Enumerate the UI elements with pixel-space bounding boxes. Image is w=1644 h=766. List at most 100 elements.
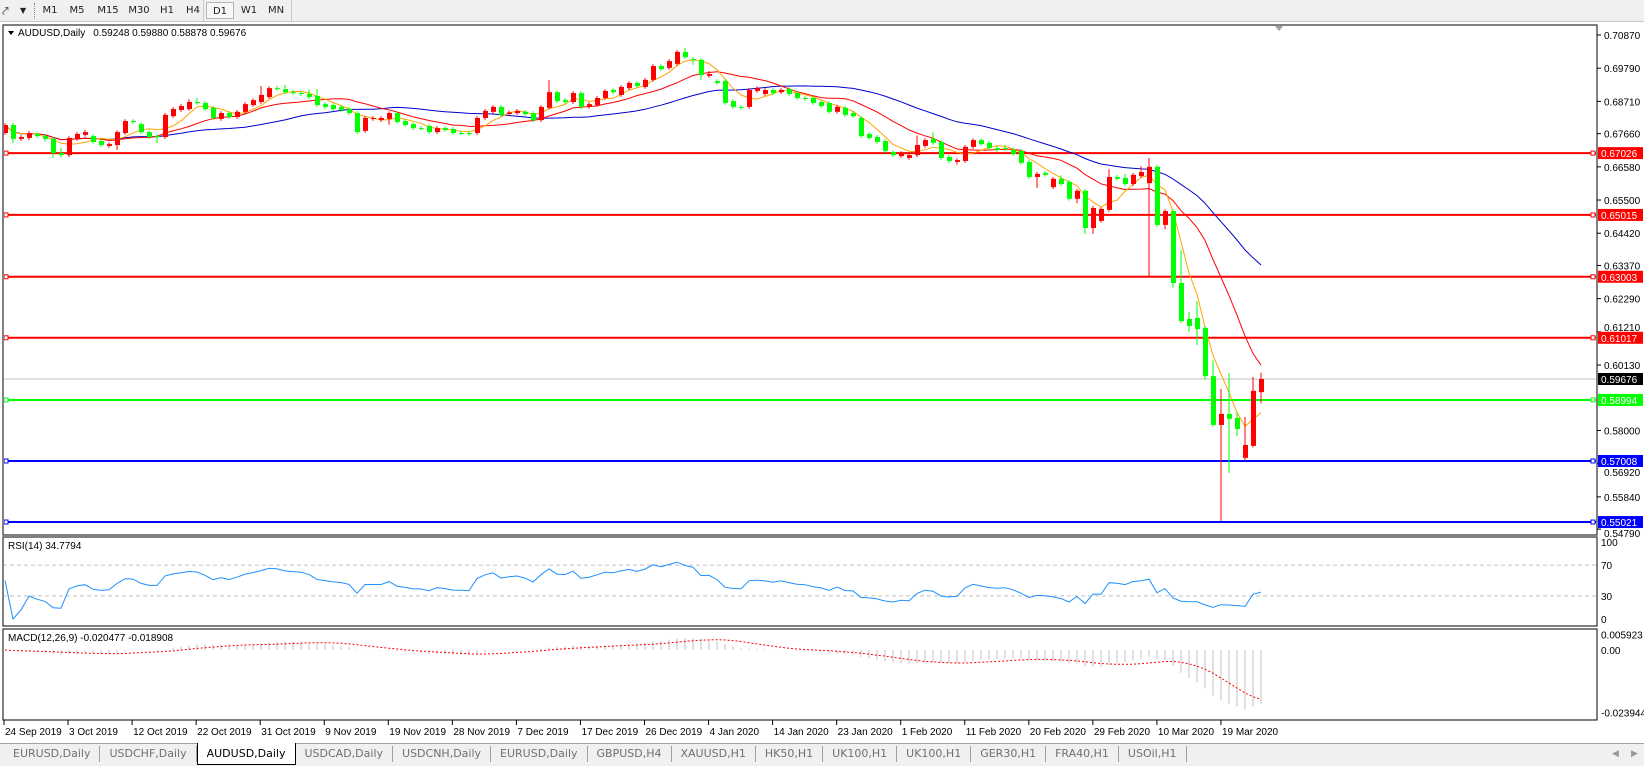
candle[interactable] [651, 64, 656, 82]
toolbar-grip[interactable] [34, 3, 37, 19]
candle[interactable] [451, 127, 456, 135]
chart-tab[interactable]: EURUSD,Daily [4, 746, 101, 762]
chart-menu-arrow-icon[interactable] [8, 31, 14, 35]
candle[interactable] [307, 89, 312, 99]
candle[interactable] [723, 79, 728, 105]
candle[interactable] [291, 90, 296, 95]
candle[interactable] [763, 88, 768, 96]
candle[interactable] [579, 91, 584, 109]
level-handle[interactable] [4, 150, 9, 156]
chart-tab[interactable]: UK100,H1 [823, 746, 898, 762]
candle[interactable] [1179, 250, 1184, 323]
timeframe-m30[interactable]: M30 [128, 5, 150, 16]
candle[interactable] [299, 91, 304, 96]
candle[interactable] [691, 57, 696, 65]
candle[interactable] [115, 130, 120, 150]
chart-tab[interactable]: USDCHF,Daily [100, 746, 197, 762]
candle[interactable] [571, 91, 576, 104]
level-handle[interactable] [4, 212, 9, 218]
candle[interactable] [1075, 188, 1080, 204]
chart-tab[interactable]: USDCAD,Daily [296, 746, 394, 762]
candle[interactable] [1139, 166, 1144, 178]
chart-tab[interactable]: HK50,H1 [756, 746, 824, 762]
candle[interactable] [171, 107, 176, 118]
candle[interactable] [899, 151, 904, 158]
candle[interactable] [603, 89, 608, 100]
candle[interactable] [267, 86, 272, 99]
candle[interactable] [235, 109, 240, 119]
candle[interactable] [1043, 171, 1048, 177]
candle[interactable] [363, 116, 368, 133]
candle[interactable] [179, 104, 184, 112]
candle[interactable] [475, 116, 480, 135]
line-tools-icon[interactable]: ⤤ [2, 4, 9, 18]
candle[interactable] [643, 78, 648, 89]
level-handle[interactable] [1590, 397, 1596, 403]
candle[interactable] [131, 119, 136, 124]
candle[interactable] [147, 130, 152, 139]
candle[interactable] [939, 140, 944, 160]
candle[interactable] [387, 111, 392, 125]
candle[interactable] [1123, 173, 1128, 186]
candle[interactable] [507, 110, 512, 116]
candle[interactable] [419, 126, 424, 131]
candle[interactable] [187, 99, 192, 111]
timeframe-m15[interactable]: M15 [97, 5, 119, 16]
candle[interactable] [619, 85, 624, 97]
chart-tab[interactable]: UK100,H1 [897, 746, 972, 762]
candle[interactable] [83, 129, 88, 137]
candle[interactable] [1147, 157, 1152, 277]
chart-tab[interactable]: GER30,H1 [971, 746, 1047, 762]
level-handle[interactable] [4, 458, 9, 464]
chart-tab[interactable]: EURUSD,Daily [491, 746, 588, 762]
candle[interactable] [379, 116, 384, 122]
candle[interactable] [1227, 373, 1232, 473]
timeframe-m1[interactable]: M1 [42, 5, 58, 16]
candle[interactable] [1027, 160, 1032, 179]
candle[interactable] [675, 50, 680, 66]
candle[interactable] [555, 90, 560, 103]
chart-tab[interactable]: GBPUSD,H4 [588, 746, 672, 762]
candle[interactable] [371, 116, 376, 121]
candle[interactable] [715, 79, 720, 85]
candle[interactable] [3, 123, 8, 135]
candle[interactable] [611, 88, 616, 95]
chart-tab[interactable]: XAUUSD,H1 [672, 746, 756, 762]
timeframe-h1[interactable]: H1 [160, 5, 174, 16]
candle[interactable] [27, 130, 32, 141]
timeframe-d1[interactable]: D1 [206, 2, 234, 19]
level-handle[interactable] [4, 519, 9, 525]
chart-tab[interactable]: FRA40,H1 [1046, 746, 1119, 762]
candle[interactable] [99, 139, 104, 147]
candle[interactable] [955, 158, 960, 165]
candle[interactable] [787, 87, 792, 96]
candle[interactable] [283, 84, 288, 95]
timeframe-h4[interactable]: H4 [186, 5, 200, 16]
candle[interactable] [315, 89, 320, 107]
candle[interactable] [1003, 144, 1008, 151]
candle[interactable] [155, 134, 160, 144]
candle[interactable] [947, 155, 952, 163]
candle[interactable] [515, 109, 520, 115]
candle[interactable] [1251, 377, 1256, 448]
level-handle[interactable] [4, 397, 9, 403]
candle[interactable] [739, 105, 744, 110]
candle[interactable] [523, 109, 528, 116]
candle[interactable] [163, 113, 168, 139]
rsi-panel[interactable] [2, 536, 1598, 627]
candle[interactable] [923, 138, 928, 148]
candle[interactable] [843, 105, 848, 117]
candle[interactable] [1235, 412, 1240, 437]
candle[interactable] [51, 137, 56, 158]
candle[interactable] [491, 105, 496, 114]
level-handle[interactable] [1590, 519, 1596, 525]
candle[interactable] [595, 96, 600, 107]
level-handle[interactable] [1590, 212, 1596, 218]
candle[interactable] [1211, 360, 1216, 427]
candle[interactable] [19, 134, 24, 142]
candle[interactable] [1195, 301, 1200, 346]
candle[interactable] [395, 111, 400, 124]
chart-tab[interactable]: USOil,H1 [1119, 746, 1187, 762]
candle[interactable] [547, 80, 552, 110]
candle[interactable] [1155, 164, 1160, 227]
